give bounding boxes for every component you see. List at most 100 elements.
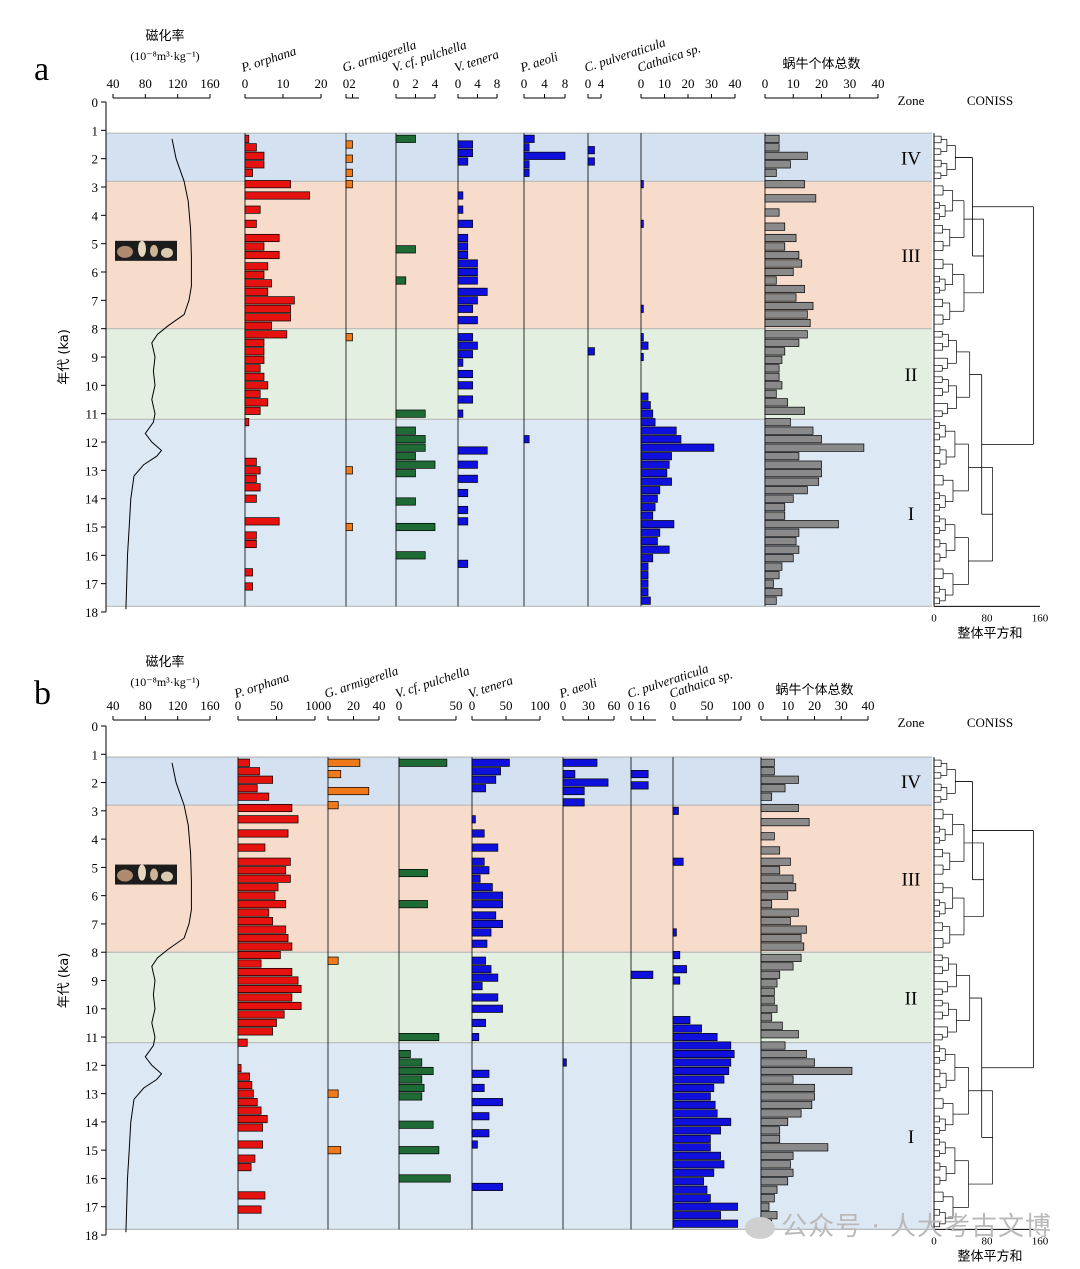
total-bar (764, 347, 786, 356)
ms-axis-tick-label: 40 (107, 76, 120, 91)
total-bar (764, 160, 791, 169)
cathaica-sp-bar (672, 1219, 738, 1228)
y-tick-label: 14 (85, 492, 99, 507)
y-tick-label: 12 (85, 1058, 98, 1073)
v-cf-pulchella-bar (398, 900, 428, 909)
p-orphana-bar (237, 758, 250, 767)
y-tick-label: 2 (92, 152, 99, 167)
p-orphana-bar (237, 874, 291, 883)
cathaica-sp-bar (672, 1092, 711, 1101)
v-cf-pulchella-bar (398, 1120, 434, 1129)
y-tick-label: 5 (92, 237, 99, 252)
total-bar (760, 792, 773, 801)
p-orphana-bar (237, 951, 281, 960)
v-tenera-axis-tick-label: 50 (500, 698, 513, 713)
cathaica-sp-bar (672, 1168, 715, 1177)
v-tenera-bar (457, 333, 473, 342)
g-armigerella-bar (345, 333, 353, 342)
g-armigerella-bar (327, 1146, 342, 1155)
cathaica-sp-bar (640, 562, 649, 571)
total-bar (764, 143, 780, 152)
cathaica-sp-bar (672, 1109, 718, 1118)
p-orphana-bar (237, 908, 270, 917)
zone-label: III (902, 246, 921, 267)
ms-axis-tick-label: 120 (168, 698, 188, 713)
p-orphana-bar (237, 1038, 248, 1047)
v-tenera-bar (457, 267, 478, 277)
p-orphana-axis-tick-label: 20 (315, 76, 328, 91)
coniss-dendrogram (934, 759, 1034, 1228)
p-orphana-bar (244, 279, 272, 288)
v-cf-pulchella-axis-tick-label: 0 (396, 698, 403, 713)
p-aeoli-bar (562, 1058, 567, 1067)
v-cf-pulchella-title: V. cf. pulchella (393, 663, 471, 701)
total-bar (764, 194, 817, 203)
total-bar (760, 758, 775, 767)
v-tenera-bar (471, 815, 476, 824)
cathaica-sp-bar (672, 1194, 711, 1203)
v-tenera-bar (471, 767, 501, 776)
v-tenera-bar (457, 287, 488, 296)
p-orphana-bar (237, 984, 302, 994)
total-bar (764, 381, 783, 390)
total-bar (764, 443, 865, 452)
total-bar (760, 1013, 773, 1022)
cathaica-sp-bar (672, 1126, 721, 1135)
cathaica-sp-bar (672, 806, 679, 815)
total-bar (760, 942, 805, 951)
total-bar (764, 389, 777, 398)
g-armigerella-bar (345, 140, 353, 149)
cathaica-sp-bar (640, 435, 682, 444)
v-tenera-axis-tick-label: 100 (530, 698, 550, 713)
p-orphana-bar (237, 1089, 254, 1098)
p-aeoli-title: P. aeoli (517, 48, 560, 75)
coniss-tick-label: 0 (931, 612, 937, 624)
y-tick-label: 18 (85, 605, 98, 620)
c-pulveraticula-axis-tick-label: 4 (598, 76, 605, 91)
total-axis-tick-label: 10 (781, 698, 794, 713)
total-bar (764, 364, 780, 373)
total-bar (760, 1092, 815, 1101)
cathaica-sp-axis-tick-label: 0 (670, 698, 677, 713)
p-orphana-bar (244, 143, 257, 152)
p-orphana-bar (237, 1064, 242, 1073)
v-tenera-bar (471, 883, 493, 892)
p-orphana-bar (244, 474, 257, 483)
ms-curve (125, 762, 192, 1233)
total-axis-tick-label: 30 (843, 76, 856, 91)
cathaica-sp-axis-tick-label: 50 (701, 698, 714, 713)
y-tick-label: 13 (85, 463, 98, 478)
total-bar (764, 318, 811, 328)
total-bar (760, 996, 775, 1005)
p-orphana-bar (244, 494, 257, 503)
p-aeoli-axis-tick-label: 60 (608, 698, 621, 713)
total-bar (760, 1194, 775, 1203)
panel-b: IVIIIIIIb0123456789101112131415161718年代 … (34, 654, 1049, 1264)
cathaica-sp-bar (640, 520, 675, 529)
total-bar (764, 469, 822, 478)
total-bar (760, 1151, 794, 1160)
total-bar (760, 832, 775, 841)
v-tenera-bar (471, 1129, 490, 1138)
v-cf-pulchella-bar (398, 1075, 423, 1084)
total-bar (760, 874, 794, 883)
p-orphana-bar (237, 1018, 277, 1027)
zone-band-II (106, 952, 932, 1043)
p-orphana-bar (237, 934, 289, 943)
v-tenera-bar (457, 233, 469, 243)
v-cf-pulchella-bar (395, 245, 416, 254)
ms-axis-tick-label: 80 (139, 76, 152, 91)
v-tenera-bar (471, 1112, 490, 1121)
total-bar (764, 537, 797, 546)
total-bar (764, 528, 800, 537)
v-cf-pulchella-bar (398, 1066, 434, 1076)
p-orphana-bar (237, 866, 287, 875)
p-orphana-axis-tick-label: 50 (270, 698, 283, 713)
cathaica-sp-bar (640, 511, 654, 520)
y-tick-label: 7 (92, 293, 99, 308)
v-tenera-axis-tick-label: 4 (474, 76, 481, 91)
p-orphana-bar (244, 330, 288, 339)
y-tick-label: 0 (92, 95, 99, 110)
v-tenera-bar (457, 517, 469, 526)
cathaica-sp-bar (672, 1100, 716, 1109)
